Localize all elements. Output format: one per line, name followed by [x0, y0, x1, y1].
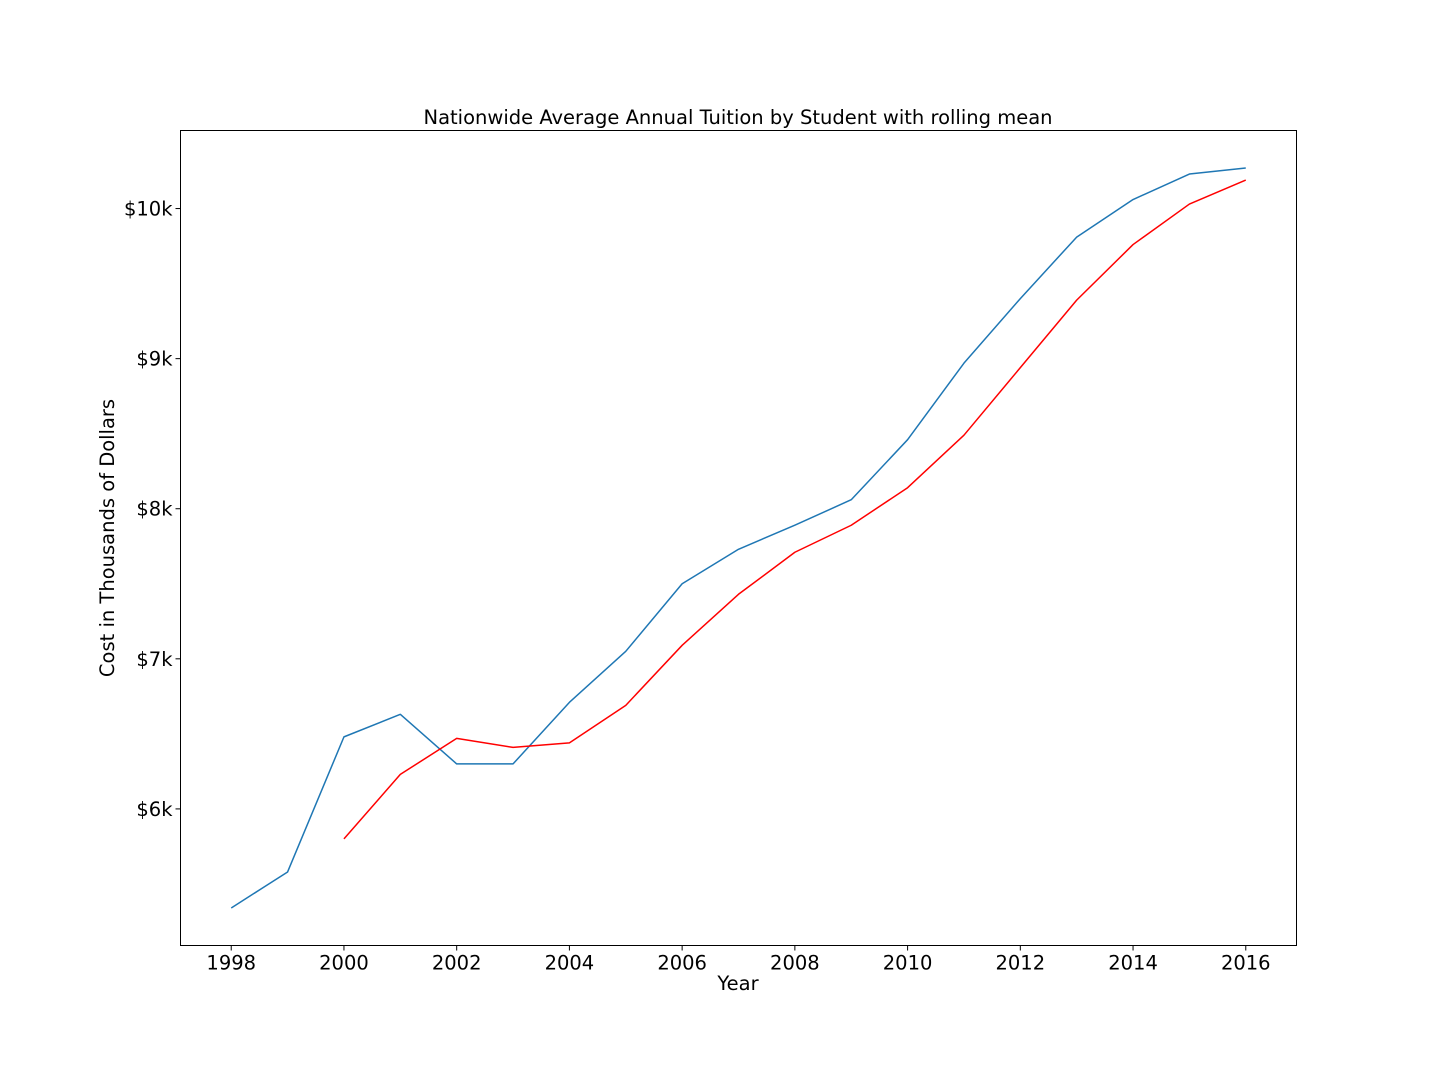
x-tick-label: 2004: [545, 952, 595, 975]
plot-area: [180, 130, 1297, 946]
y-tick-label: $6k: [136, 798, 173, 821]
y-tick-label: $9k: [136, 348, 173, 371]
x-tick-label: 1998: [206, 952, 256, 975]
y-tick-label: $7k: [136, 648, 173, 671]
x-axis: 1998 2000 2002 2004 2006 2008 2010 2012 2014 2016: [206, 945, 1271, 975]
x-tick-label: 2008: [770, 952, 820, 975]
x-tick-label: 2012: [995, 952, 1045, 975]
x-tick-label: 2002: [432, 952, 482, 975]
series-line-2: [343, 179, 1247, 840]
x-axis-label: Year: [716, 972, 759, 995]
axes-frame: [180, 130, 1297, 946]
x-tick-label: 2000: [319, 952, 369, 975]
y-tick-label: $8k: [136, 498, 173, 521]
x-tick-label: 2006: [657, 952, 707, 975]
series-layer: [230, 167, 1247, 909]
series-line-1: [230, 167, 1246, 909]
chart-title: Nationwide Average Annual Tuition by Stu…: [423, 106, 1052, 129]
x-tick-label: 2010: [883, 952, 933, 975]
y-tick-label: $10k: [124, 198, 173, 221]
x-tick-label: 2014: [1108, 952, 1158, 975]
x-tick-label: 2016: [1221, 952, 1271, 975]
y-axis-label: Cost in Thousands of Dollars: [96, 399, 119, 677]
y-axis: $6k $7k $8k $9k $10k: [124, 198, 181, 821]
